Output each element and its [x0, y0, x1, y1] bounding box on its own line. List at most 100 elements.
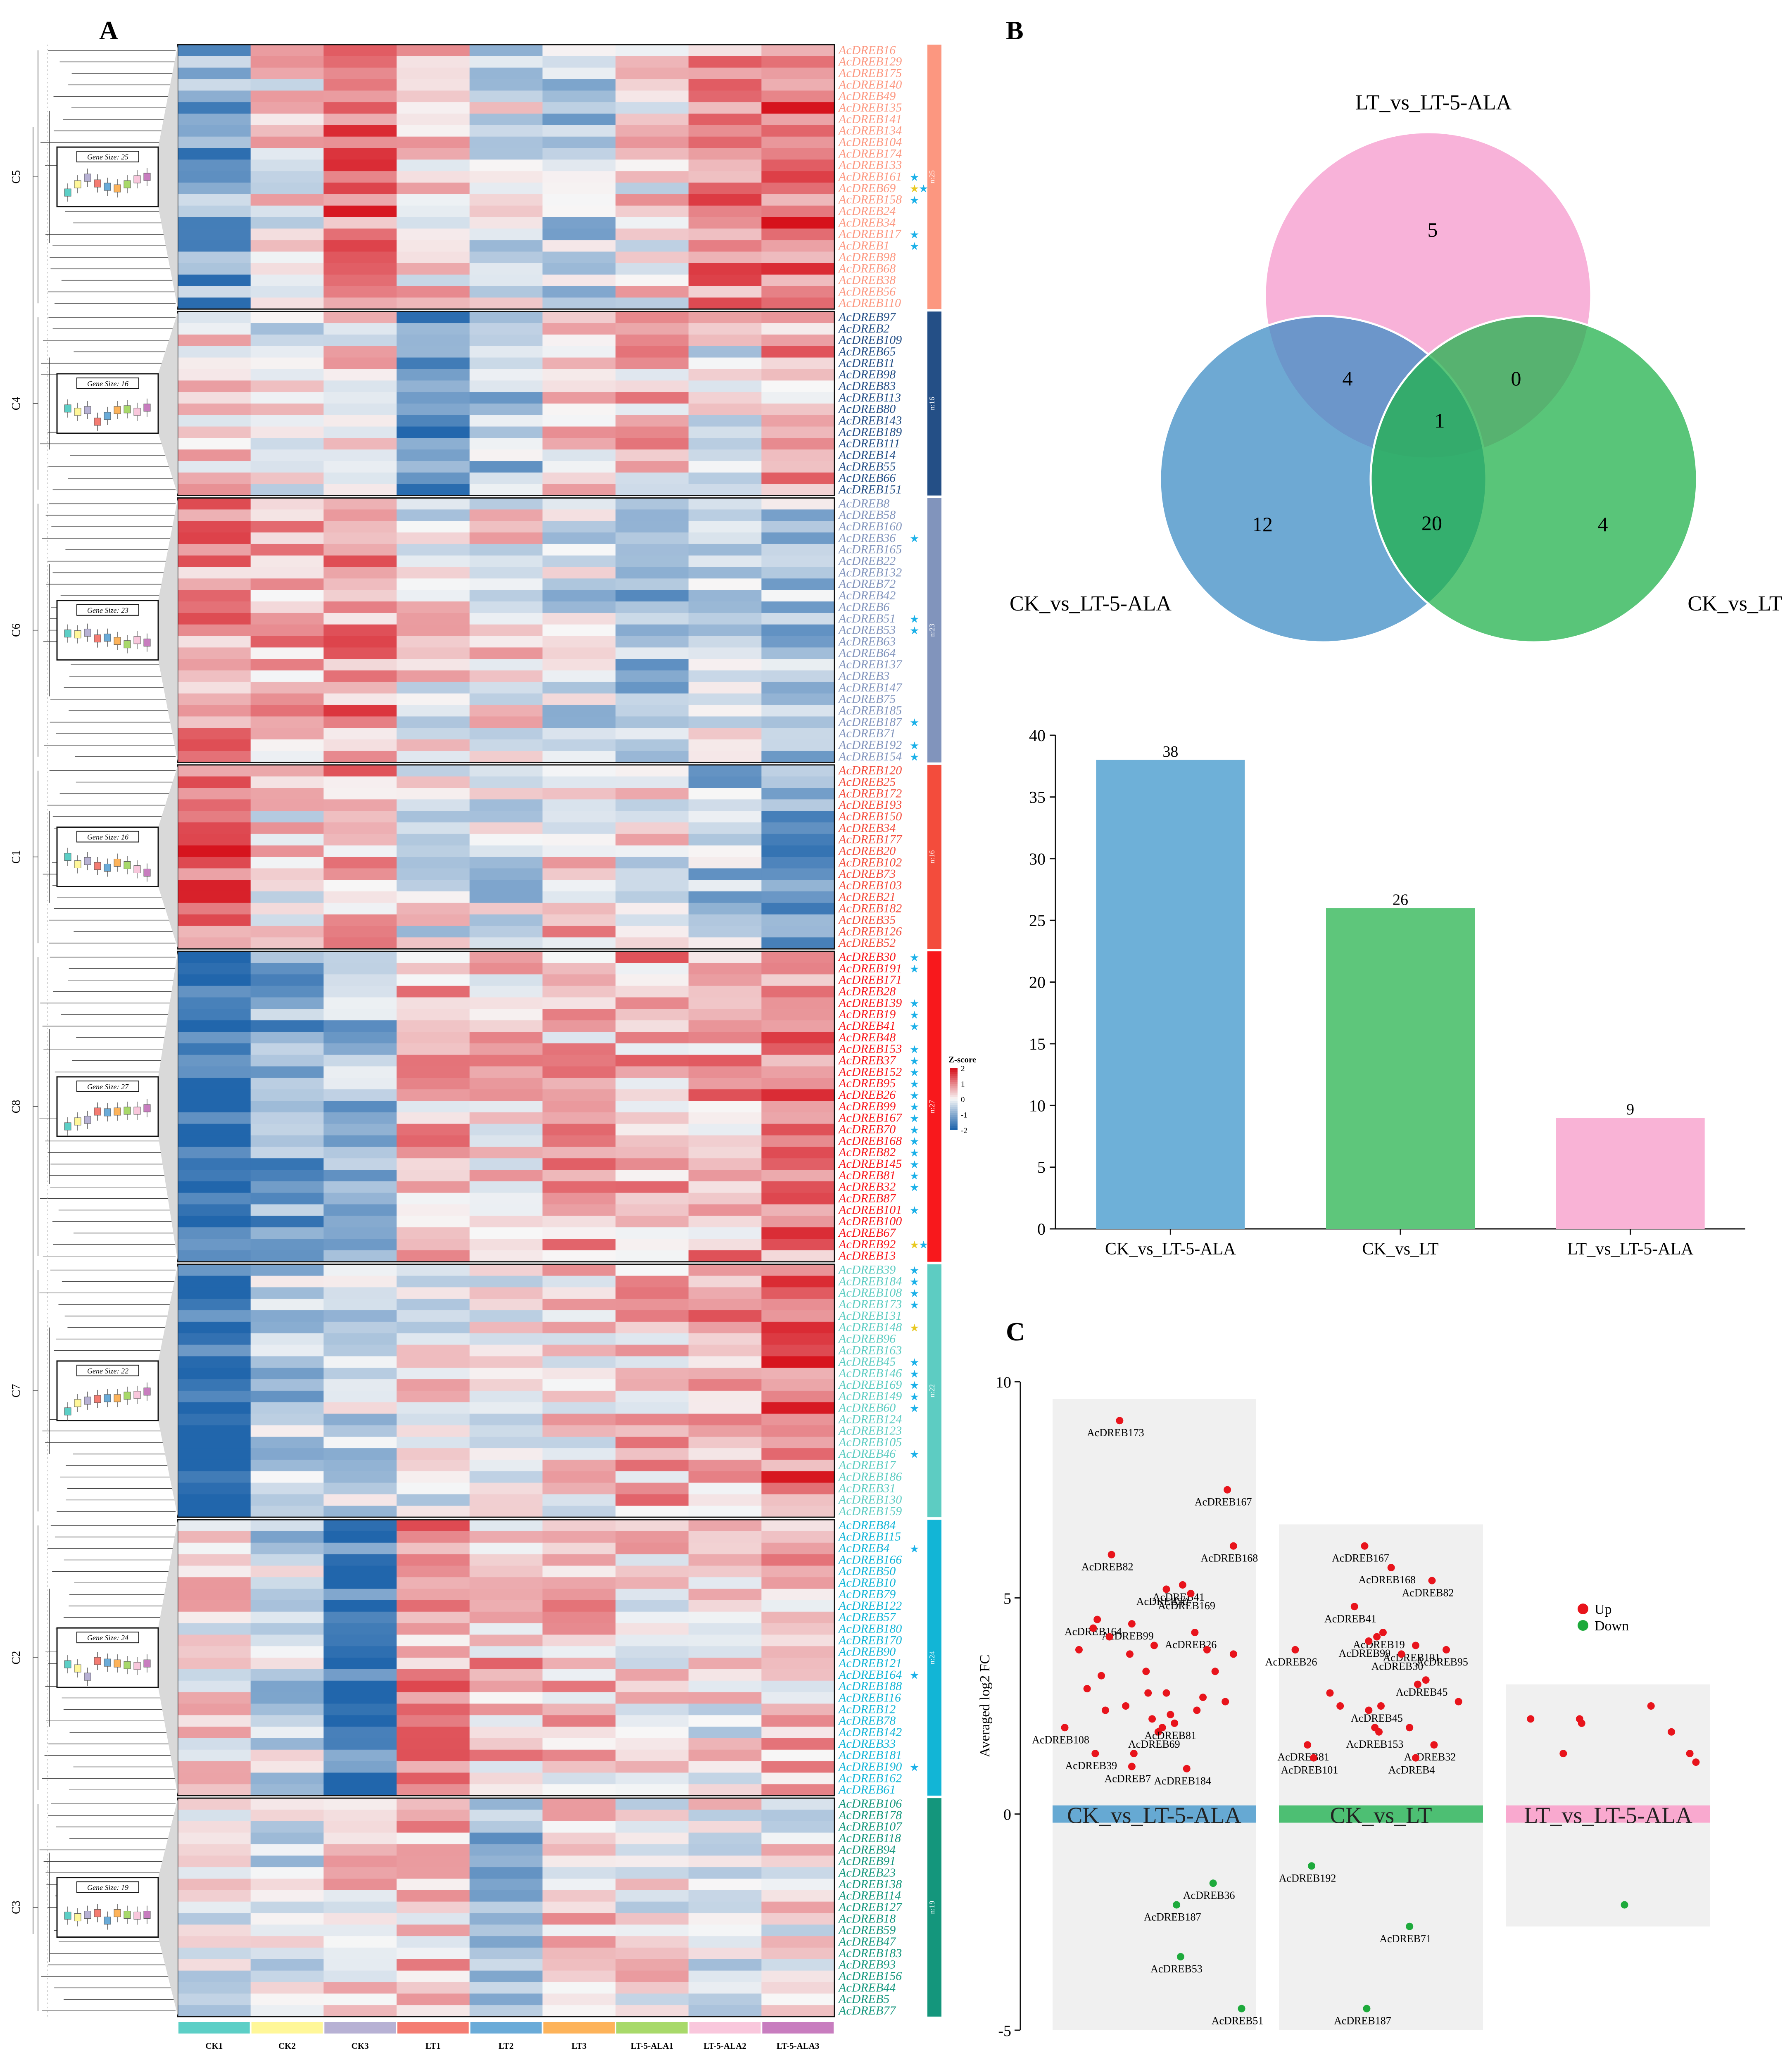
scatter-point-up — [1647, 1702, 1655, 1710]
heatmap-cell — [761, 1878, 835, 1891]
heatmap-cell — [688, 1379, 762, 1391]
heatmap-cell — [688, 1577, 762, 1589]
heatmap-cell — [688, 274, 762, 287]
heatmap-cell — [542, 1959, 616, 1971]
heatmap-cell — [688, 484, 762, 496]
heatmap-cell — [542, 252, 616, 264]
heatmap-cell — [250, 1738, 324, 1750]
heatmap-cell — [616, 1227, 689, 1239]
heatmap-cell — [469, 159, 543, 171]
heatmap-cell — [250, 498, 324, 510]
heatmap-cell — [761, 1414, 835, 1425]
gene-size-box — [76, 604, 139, 616]
heatmap-cell — [323, 205, 397, 218]
heatmap-cell — [323, 1471, 397, 1483]
heatmap-cell — [616, 148, 689, 160]
heatmap-cell — [397, 880, 470, 892]
heatmap-cell — [616, 1924, 689, 1936]
scatter-point-label: AcDREB45 — [1396, 1686, 1448, 1698]
scatter-point-label: AcDREB82 — [1402, 1587, 1454, 1599]
heatmap-cell — [178, 1448, 251, 1460]
heatmap-cell — [397, 274, 470, 287]
heatmap-cell — [250, 1055, 324, 1067]
scatter-point-up — [1559, 1750, 1567, 1758]
gene-label: AcDREB183 — [838, 1946, 902, 1960]
heatmap-cell — [616, 1181, 689, 1193]
heatmap-cell — [469, 891, 543, 903]
heatmap-cell — [542, 183, 616, 195]
heatmap-cell — [323, 1345, 397, 1357]
cluster-id-label: C5 — [10, 170, 23, 184]
heatmap-cell — [250, 1809, 324, 1822]
heatmap-cell — [616, 1878, 689, 1891]
heatmap-cell — [250, 716, 324, 728]
heatmap-cell — [178, 532, 251, 544]
heatmap-cell — [616, 544, 689, 556]
heatmap-cell — [761, 1901, 835, 1914]
heatmap-cell — [469, 1623, 543, 1635]
gene-label: AcDREB50 — [838, 1564, 896, 1578]
heatmap-cell — [397, 1611, 470, 1624]
heatmap-cell — [178, 1193, 251, 1205]
heatmap-cell — [469, 183, 543, 195]
heatmap-cell — [323, 1623, 397, 1635]
heatmap-cell — [616, 1844, 689, 1856]
heatmap-cell — [616, 1623, 689, 1635]
scatter-point-label: AcDREB41 — [1153, 1591, 1205, 1603]
gene-label: AcDREB92 — [838, 1238, 896, 1251]
significance-star: ★ — [919, 1239, 928, 1251]
heatmap-cell — [761, 346, 835, 358]
heatmap-cell — [688, 498, 762, 510]
heatmap-cell — [469, 834, 543, 846]
gene-label: AcDREB63 — [838, 634, 896, 648]
heatmap-cell — [397, 532, 470, 544]
heatmap-cell — [761, 776, 835, 789]
heatmap-cell — [542, 937, 616, 949]
significance-star: ★ — [910, 1147, 919, 1159]
heatmap-cell — [250, 521, 324, 533]
heatmap-cell — [178, 1414, 251, 1425]
scatter-point-label: AcDREB169 — [1158, 1600, 1215, 1612]
gene-label: AcDREB57 — [838, 1611, 896, 1624]
heatmap-cell — [688, 1066, 762, 1078]
significance-star: ★ — [919, 183, 928, 195]
gene-size-box — [76, 151, 139, 163]
scatter-point-label: AcDREB167 — [1195, 1496, 1252, 1508]
heatmap-cell — [616, 788, 689, 800]
gene-label: AcDREB70 — [838, 1123, 896, 1136]
heatmap-cell — [542, 613, 616, 625]
heatmap-cell — [250, 438, 324, 450]
heatmap-cell — [688, 1321, 762, 1334]
heatmap-cell — [761, 693, 835, 706]
heatmap-cell — [542, 1170, 616, 1182]
heatmap-cell — [542, 380, 616, 392]
heatmap-cell — [397, 1738, 470, 1750]
boxplot-box — [104, 183, 111, 191]
gene-label: AcDREB103 — [838, 879, 902, 892]
cluster-n-label: n:24 — [928, 1651, 936, 1664]
heatmap-cell — [616, 240, 689, 252]
heatmap-cell — [323, 1032, 397, 1044]
heatmap-cell — [178, 484, 251, 496]
heatmap-cell — [178, 891, 251, 903]
heatmap-cell — [250, 183, 324, 195]
heatmap-cell — [688, 1646, 762, 1658]
heatmap-cell — [542, 346, 616, 358]
heatmap-cell — [616, 1310, 689, 1322]
heatmap-cell — [761, 880, 835, 892]
boxplot-box — [94, 418, 101, 426]
gene-label: AcDREB147 — [838, 681, 903, 694]
heatmap-cell — [323, 1089, 397, 1101]
heatmap-cell — [323, 776, 397, 789]
heatmap-cell — [250, 1936, 324, 1948]
heatmap-cell — [178, 636, 251, 648]
gene-label: AcDREB3 — [838, 669, 889, 683]
heatmap-cell — [688, 1078, 762, 1090]
gene-label: AcDREB181 — [838, 1749, 902, 1762]
heatmap-cell — [178, 739, 251, 751]
gene-label: AcDREB41 — [838, 1019, 896, 1033]
heatmap-cell — [469, 461, 543, 473]
heatmap-cell — [469, 1287, 543, 1299]
sample-color-chip — [616, 2022, 688, 2034]
heatmap-cell — [688, 323, 762, 335]
